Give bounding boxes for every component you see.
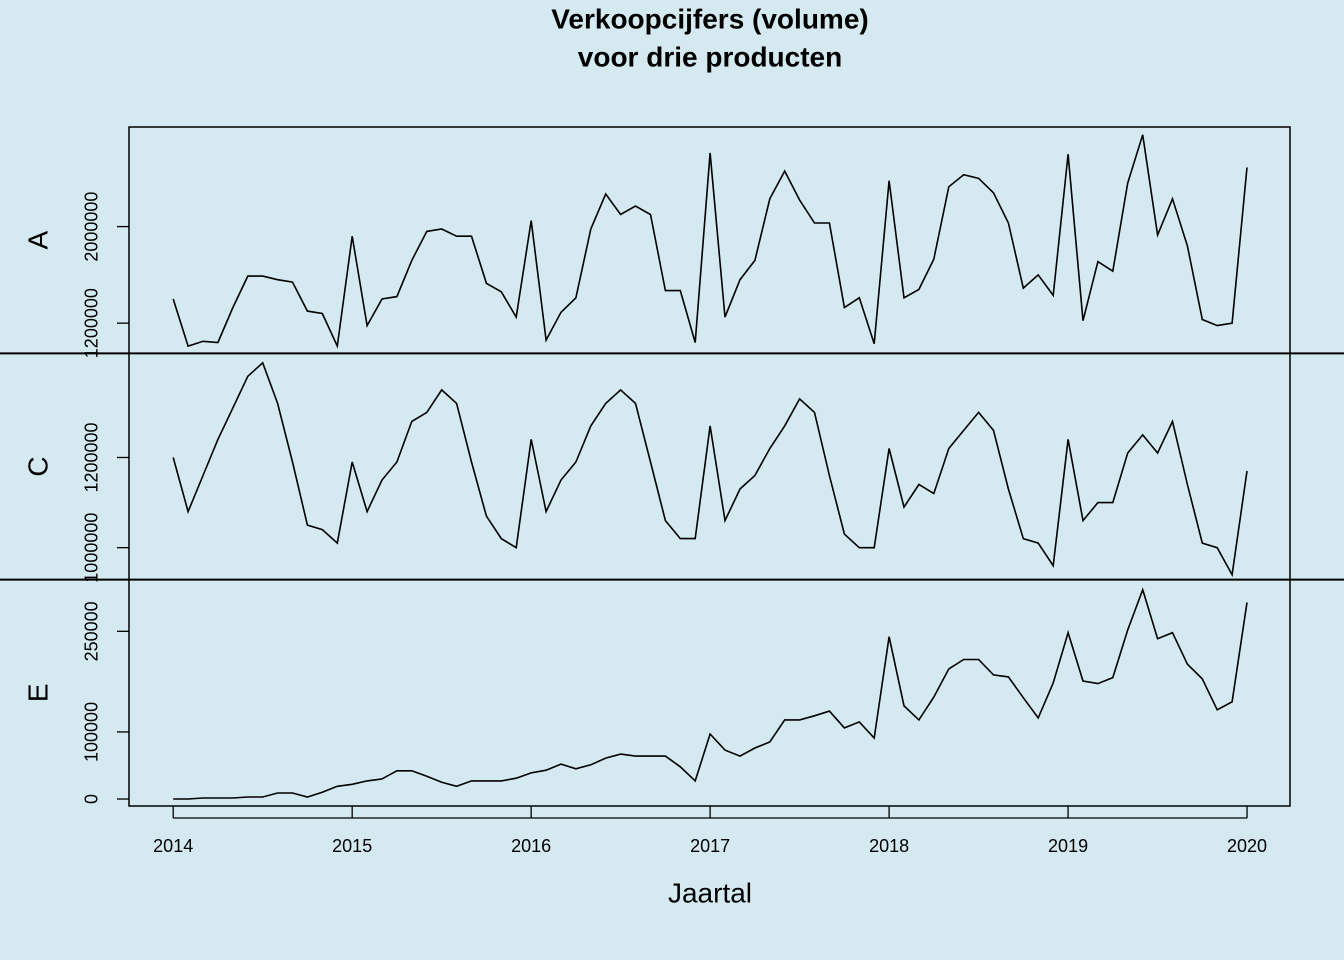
panel-label: C	[22, 456, 53, 476]
x-tick-label: 2020	[1227, 836, 1267, 856]
x-tick-label: 2019	[1048, 836, 1088, 856]
chart-title: Verkoopcijfers (volume)	[551, 3, 868, 34]
y-tick-label: 1200000	[82, 422, 102, 492]
series-line	[172, 361, 1248, 578]
y-tick-label: 100000	[82, 702, 102, 762]
y-tick-label: 1200000	[82, 288, 102, 358]
y-tick-label: 2000000	[82, 192, 102, 262]
x-tick-label: 2016	[511, 836, 551, 856]
panel-label: E	[22, 683, 53, 702]
y-tick-label: 250000	[82, 601, 102, 661]
series-line	[172, 134, 1248, 349]
y-tick-label: 1000000	[82, 513, 102, 583]
x-axis-label: Jaartal	[668, 877, 752, 908]
chart-title: voor drie producten	[578, 41, 842, 72]
series-line	[173, 587, 1248, 800]
x-tick-label: 2015	[332, 836, 372, 856]
x-tick-label: 2014	[153, 836, 193, 856]
y-tick-label: 0	[82, 794, 102, 804]
x-tick-label: 2017	[690, 836, 730, 856]
panel-label: A	[22, 231, 53, 250]
x-tick-label: 2018	[869, 836, 909, 856]
